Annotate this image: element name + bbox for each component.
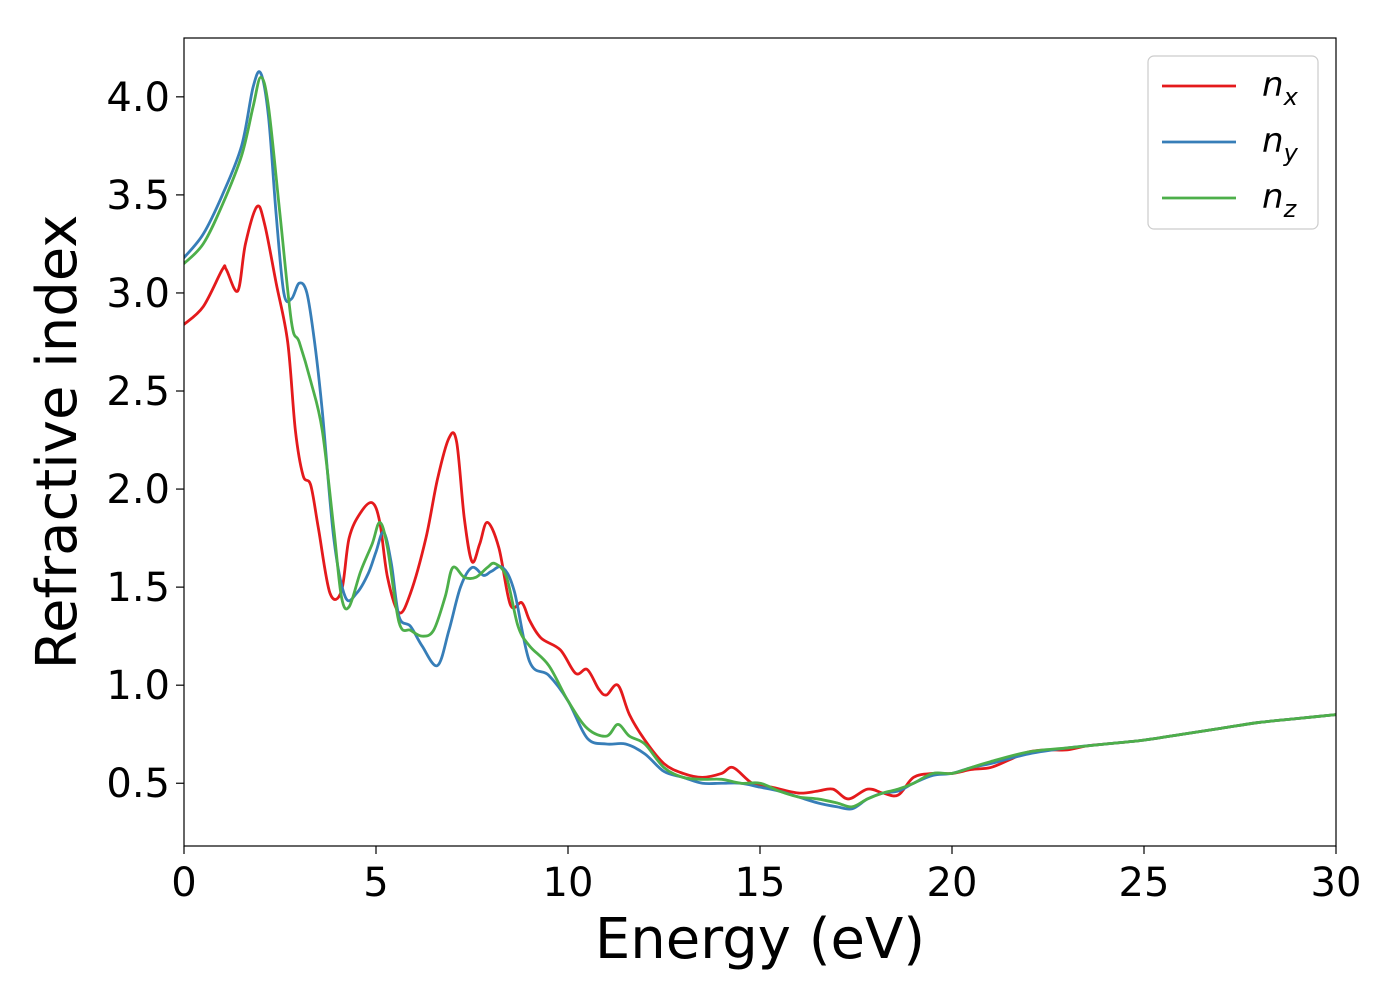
legend-items: nx ny nz <box>1162 65 1299 223</box>
y-tick-label: 3.5 <box>106 173 170 219</box>
y-axis-label: Refractive index <box>25 215 90 670</box>
x-axis-label: Energy (eV) <box>595 907 925 972</box>
x-tick-label: 10 <box>543 860 594 906</box>
legend-label-nz: nz <box>1262 177 1298 223</box>
x-tick-label: 15 <box>735 860 786 906</box>
x-tick-label: 30 <box>1311 860 1362 906</box>
series-layer <box>184 70 1336 811</box>
legend-label-ny: ny <box>1262 121 1299 167</box>
x-tick-label: 20 <box>927 860 978 906</box>
y-tick-label: 0.5 <box>106 761 170 807</box>
legend: nx ny nz <box>1147 55 1319 230</box>
series-line-nz <box>184 75 1336 809</box>
y-tick-label: 2.5 <box>106 369 170 415</box>
legend-label-nx: nx <box>1262 65 1299 111</box>
x-axis-ticks: 0 5 10 15 20 25 30 <box>171 846 1361 906</box>
y-tick-label: 1.5 <box>106 565 170 611</box>
x-tick-label: 25 <box>1119 860 1170 906</box>
y-axis-ticks: 0.5 1.0 1.5 2.0 2.5 3.0 3.5 4.0 <box>106 75 184 807</box>
y-tick-label: 2.0 <box>106 467 170 513</box>
x-tick-label: 0 <box>171 860 196 906</box>
x-tick-label: 5 <box>363 860 388 906</box>
y-tick-label: 3.0 <box>106 271 170 317</box>
y-tick-label: 4.0 <box>106 75 170 121</box>
y-tick-label: 1.0 <box>106 663 170 709</box>
series-line-nx <box>184 204 1336 801</box>
